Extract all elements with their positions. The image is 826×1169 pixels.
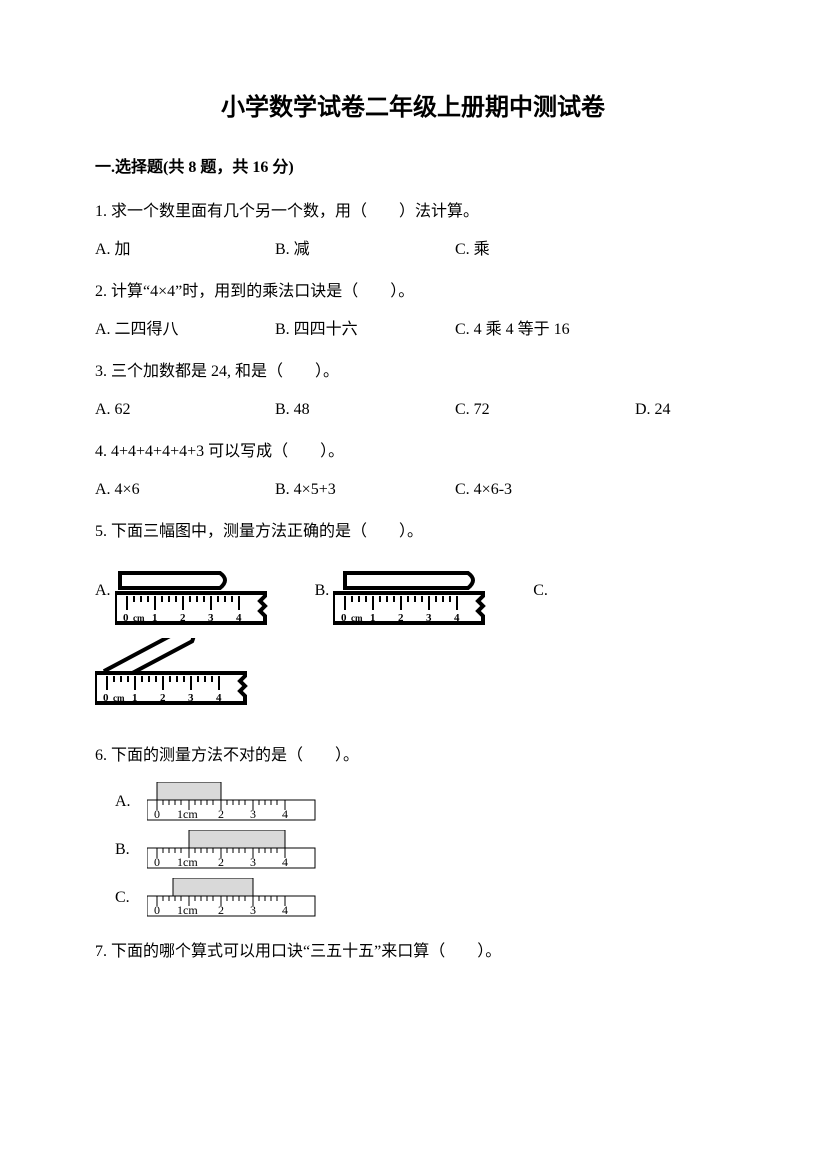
svg-text:3: 3 [250,903,256,917]
svg-text:0: 0 [123,612,129,624]
q3-text: 3. 三个加数都是 24, 和是（ ）。 [95,360,731,384]
section-1-header: 一.选择题(共 8 题，共 16 分) [95,156,731,180]
svg-text:3: 3 [188,692,194,704]
svg-text:0: 0 [154,807,160,821]
svg-text:0: 0 [103,692,109,704]
svg-text:cm: cm [113,693,125,703]
svg-text:1cm: 1cm [177,807,198,821]
svg-text:3: 3 [208,612,214,624]
svg-text:4: 4 [282,855,288,869]
svg-text:0: 0 [154,855,160,869]
svg-text:0: 0 [154,903,160,917]
question-2: 2. 计算“4×4”时，用到的乘法口诀是（ ）。 A. 二四得八 B. 四四十六… [95,280,731,342]
svg-text:2: 2 [218,903,224,917]
svg-text:2: 2 [180,612,186,624]
q4-option-a: A. 4×6 [95,478,275,502]
ruler-a-icon: 0 cm 1 2 3 4 [115,568,275,628]
question-1: 1. 求一个数里面有几个另一个数，用（ ）法计算。 A. 加 B. 减 C. 乘 [95,200,731,262]
ruler-b-icon: 0 cm 1 2 3 4 [333,568,493,628]
svg-text:4: 4 [282,807,288,821]
q2-option-a: A. 二四得八 [95,318,275,342]
q4-option-c: C. 4×6-3 [455,478,635,502]
q4-options: A. 4×6 B. 4×5+3 C. 4×6-3 [95,478,731,502]
svg-text:4: 4 [236,612,242,624]
question-7: 7. 下面的哪个算式可以用口诀“三五十五”来口算（ ）。 [95,940,731,964]
q2-text: 2. 计算“4×4”时，用到的乘法口诀是（ ）。 [95,280,731,304]
q7-text: 7. 下面的哪个算式可以用口诀“三五十五”来口算（ ）。 [95,940,731,964]
svg-text:3: 3 [426,612,432,624]
q6-ruler-b-icon: 0 1cm 2 3 4 [147,830,317,870]
svg-text:2: 2 [218,807,224,821]
q3-option-a: A. 62 [95,398,275,422]
svg-text:4: 4 [454,612,460,624]
q4-text: 4. 4+4+4+4+4+3 可以写成（ ）。 [95,440,731,464]
page-title: 小学数学试卷二年级上册期中测试卷 [95,90,731,126]
question-3: 3. 三个加数都是 24, 和是（ ）。 A. 62 B. 48 C. 72 D… [95,360,731,422]
svg-text:3: 3 [250,855,256,869]
q6-option-a-label: A. [115,790,137,814]
svg-text:2: 2 [398,612,404,624]
svg-text:cm: cm [133,613,145,623]
q2-option-b: B. 四四十六 [275,318,455,342]
q5-option-c-label: C. [533,579,548,628]
q2-options: A. 二四得八 B. 四四十六 C. 4 乘 4 等于 16 [95,318,731,342]
svg-text:0: 0 [341,612,347,624]
q5-option-b-label: B. [315,579,330,628]
svg-text:1: 1 [370,612,376,624]
q3-option-b: B. 48 [275,398,455,422]
svg-text:1cm: 1cm [177,855,198,869]
question-5: 5. 下面三幅图中，测量方法正确的是（ ）。 A. 0 [95,520,731,716]
q6-option-c-label: C. [115,886,137,910]
svg-text:2: 2 [218,855,224,869]
svg-text:2: 2 [160,692,166,704]
q1-option-c: C. 乘 [455,238,635,262]
q3-option-c: C. 72 [455,398,635,422]
q6-text: 6. 下面的测量方法不对的是（ ）。 [95,744,731,768]
q6-ruler-a-icon: 0 1cm 2 3 4 [147,782,317,822]
q5-text: 5. 下面三幅图中，测量方法正确的是（ ）。 [95,520,731,544]
q1-text: 1. 求一个数里面有几个另一个数，用（ ）法计算。 [95,200,731,224]
q6-option-b-label: B. [115,838,137,862]
svg-text:4: 4 [216,692,222,704]
svg-text:cm: cm [351,613,363,623]
svg-text:3: 3 [250,807,256,821]
question-6: 6. 下面的测量方法不对的是（ ）。 A. 0 1c [95,744,731,918]
q3-option-d: D. 24 [635,398,735,422]
q1-option-b: B. 减 [275,238,455,262]
question-4: 4. 4+4+4+4+4+3 可以写成（ ）。 A. 4×6 B. 4×5+3 … [95,440,731,502]
svg-text:1: 1 [152,612,158,624]
q5-option-a-label: A. [95,579,111,628]
svg-text:1: 1 [132,692,138,704]
q3-options: A. 62 B. 48 C. 72 D. 24 [95,398,731,422]
svg-text:1cm: 1cm [177,903,198,917]
q1-options: A. 加 B. 减 C. 乘 [95,238,731,262]
svg-text:4: 4 [282,903,288,917]
q6-ruler-c-icon: 0 1cm 2 3 4 [147,878,317,918]
q1-option-a: A. 加 [95,238,275,262]
q4-option-b: B. 4×5+3 [275,478,455,502]
ruler-c-icon: 0 cm 1 2 3 4 [95,638,255,708]
q2-option-c: C. 4 乘 4 等于 16 [455,318,635,342]
